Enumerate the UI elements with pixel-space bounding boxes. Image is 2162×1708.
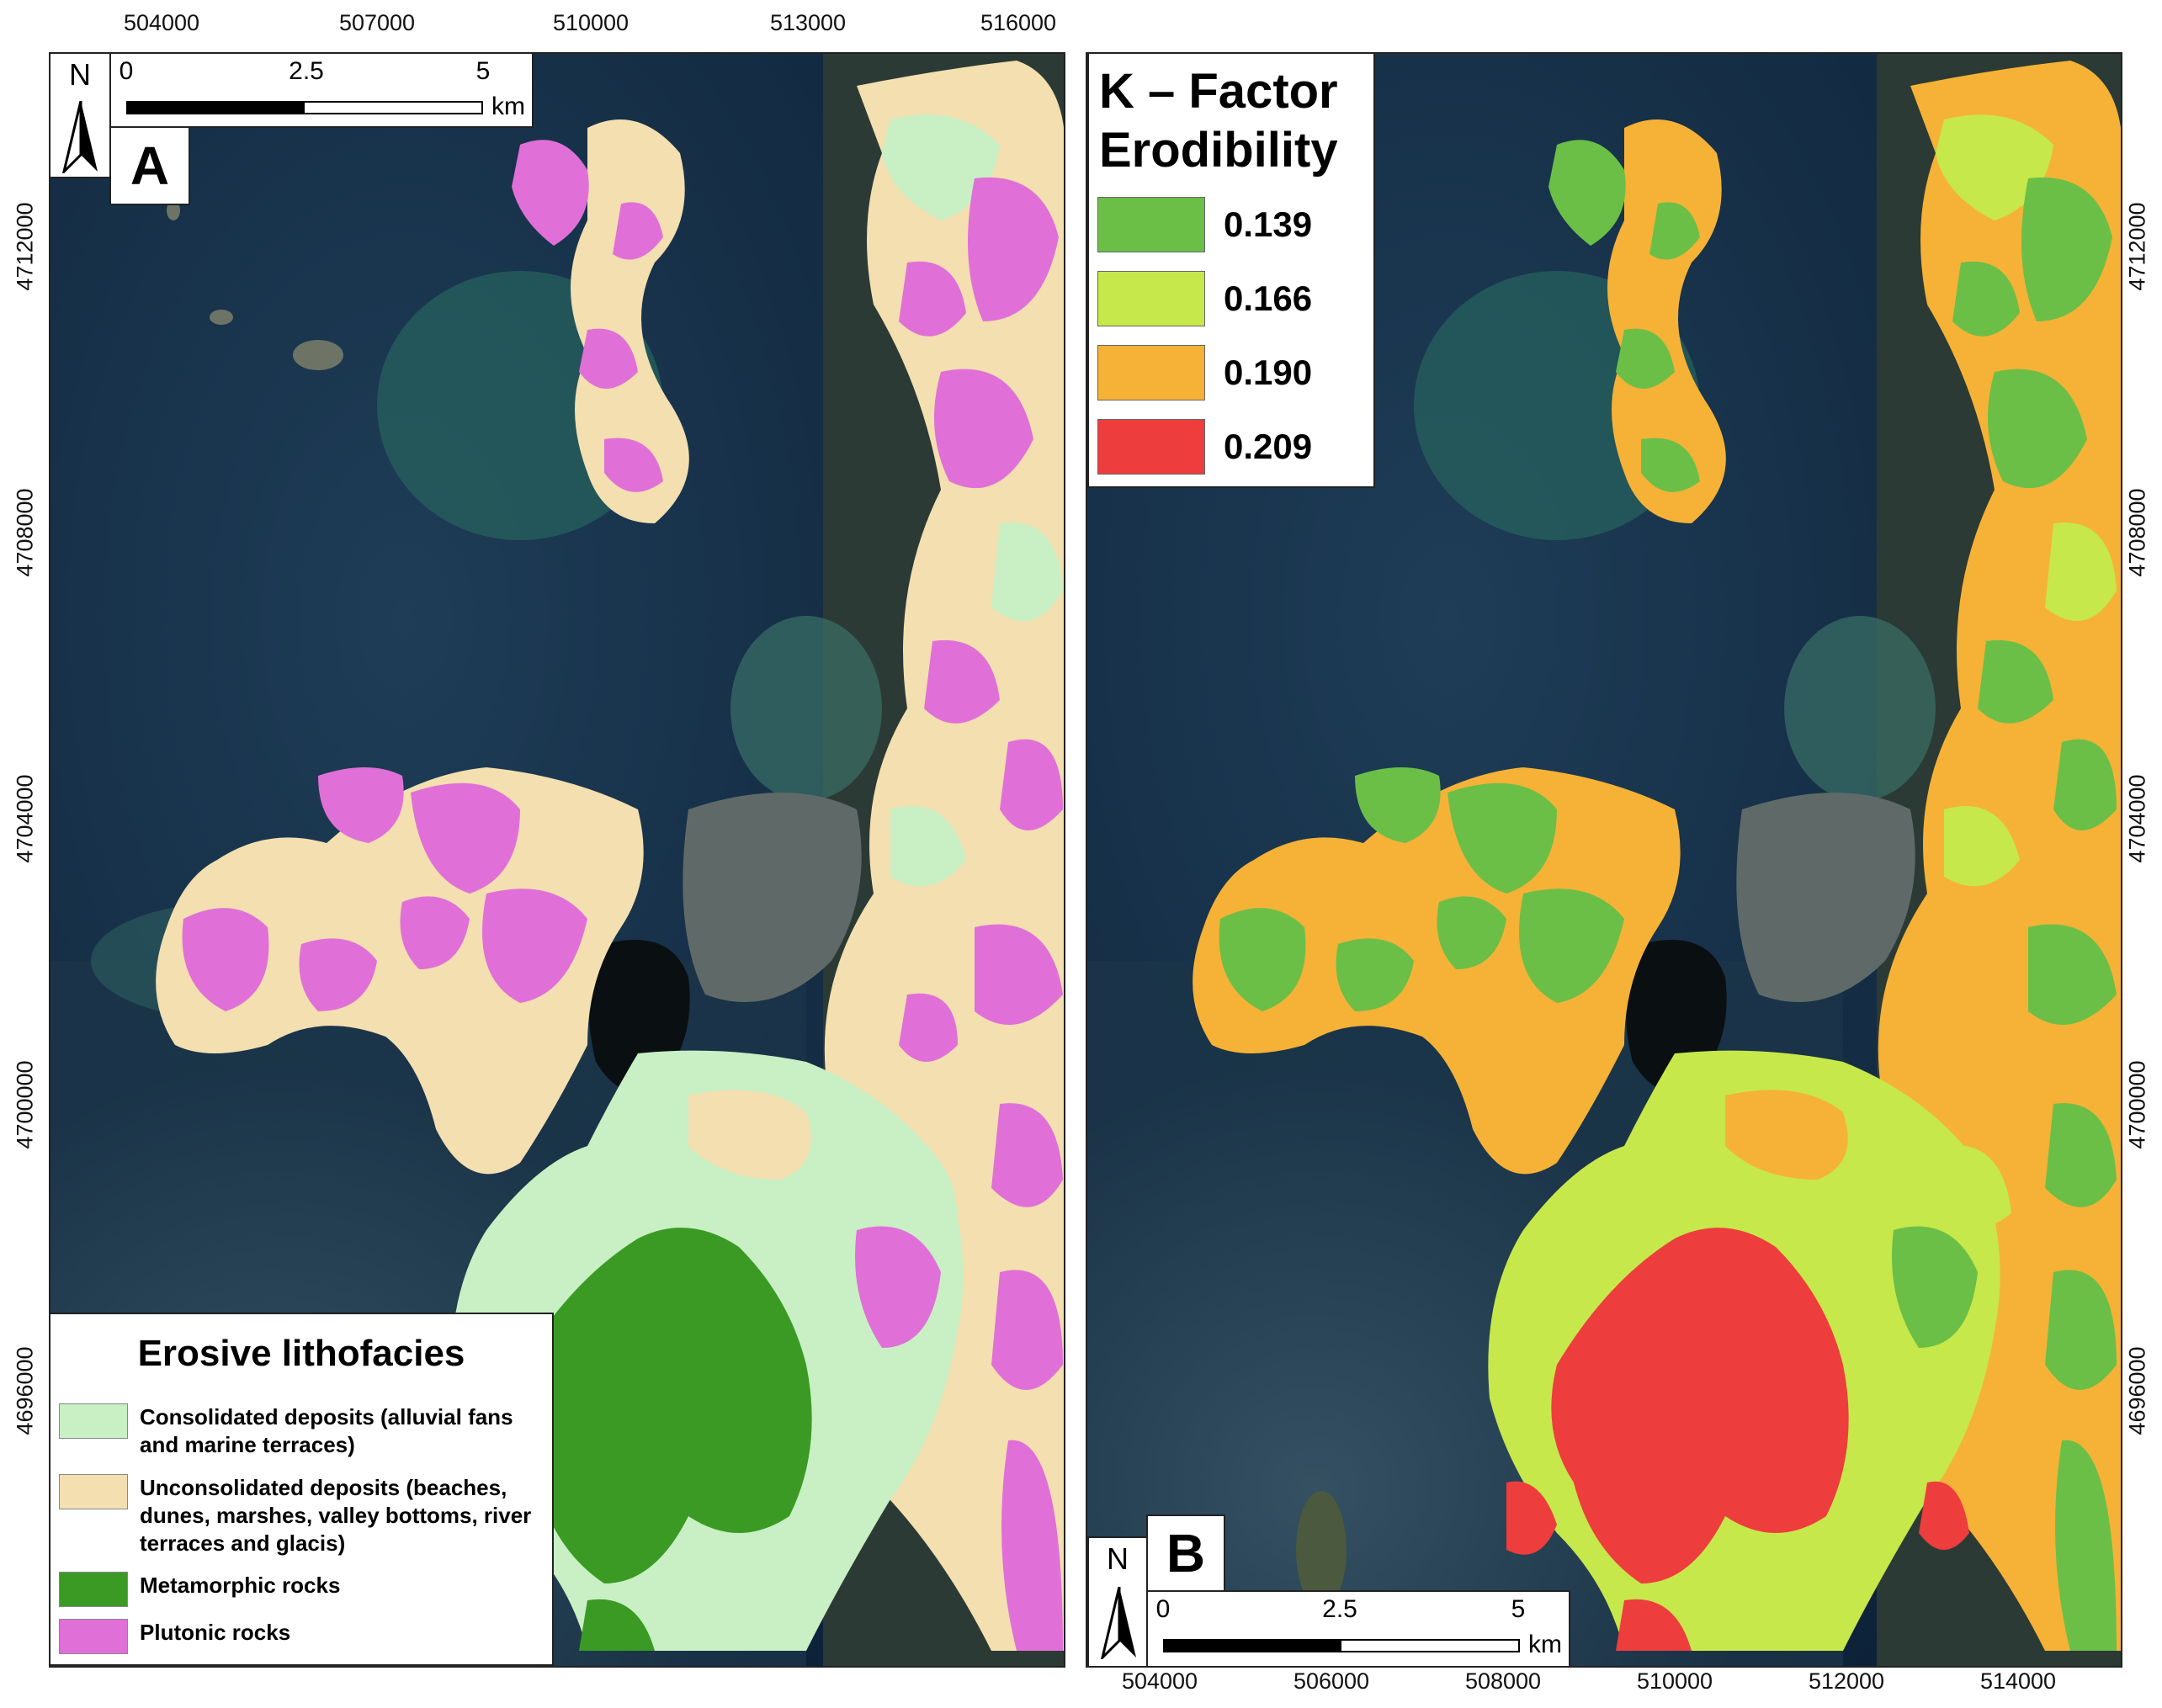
legend-a: Erosive lithofacies Consolidated deposit… bbox=[49, 1313, 554, 1666]
y-tick-a-1: 4712000 bbox=[12, 202, 38, 291]
legend-item-consolidated: Consolidated deposits (alluvial fans and… bbox=[59, 1403, 544, 1459]
x-tick-b-2: 506000 bbox=[1293, 1668, 1370, 1694]
y-tick-a-3: 4704000 bbox=[12, 774, 38, 863]
north-label-a: N bbox=[69, 57, 91, 92]
x-tick-b-4: 510000 bbox=[1636, 1668, 1713, 1694]
scale-bar-a: 0 2.5 5 km bbox=[109, 52, 534, 128]
x-tick-a-4: 513000 bbox=[769, 10, 847, 35]
y-tick-b-1: 4712000 bbox=[2124, 202, 2150, 291]
legend-item-metamorphic: Metamorphic rocks bbox=[59, 1572, 544, 1607]
x-tick-b-6: 514000 bbox=[1979, 1668, 2057, 1694]
x-tick-b-1: 504000 bbox=[1121, 1668, 1198, 1694]
y-tick-a-4: 4700000 bbox=[12, 1060, 38, 1149]
x-tick-a-3: 510000 bbox=[552, 10, 629, 35]
y-tick-b-4: 4700000 bbox=[2124, 1060, 2150, 1149]
scale-label-0: 0 bbox=[119, 57, 134, 85]
frame-b bbox=[1086, 52, 2122, 1668]
map-a bbox=[49, 52, 1065, 1668]
x-tick-b-5: 512000 bbox=[1808, 1668, 1885, 1694]
scale-bar-graphic bbox=[126, 101, 483, 114]
x-tick-b-3: 508000 bbox=[1464, 1668, 1542, 1694]
panel-label-a: A bbox=[109, 126, 190, 205]
panel-a: 504000 507000 510000 513000 516000 47120… bbox=[12, 10, 1065, 1668]
legend-item-plutonic: Plutonic rocks bbox=[59, 1619, 544, 1654]
y-tick-b-3: 4704000 bbox=[2124, 774, 2150, 863]
scale-unit-a: km bbox=[491, 93, 525, 120]
y-tick-a-2: 4708000 bbox=[12, 488, 38, 577]
x-tick-a-2: 507000 bbox=[338, 10, 416, 35]
y-tick-b-5: 4696000 bbox=[2124, 1346, 2150, 1435]
legend-title-a: Erosive lithofacies bbox=[137, 1333, 465, 1374]
scale-label-5: 5 bbox=[475, 57, 491, 85]
x-tick-a-5: 516000 bbox=[980, 10, 1057, 35]
legend-item-unconsolidated: Unconsolidated deposits (beaches, dunes,… bbox=[59, 1474, 544, 1557]
scale-label-2-5: 2.5 bbox=[289, 57, 324, 85]
x-tick-a-1: 504000 bbox=[123, 10, 200, 35]
north-arrow-icon bbox=[62, 101, 98, 173]
y-tick-b-2: 4708000 bbox=[2124, 488, 2150, 577]
y-tick-a-5: 4696000 bbox=[12, 1346, 38, 1435]
frame-a bbox=[49, 52, 1065, 1668]
